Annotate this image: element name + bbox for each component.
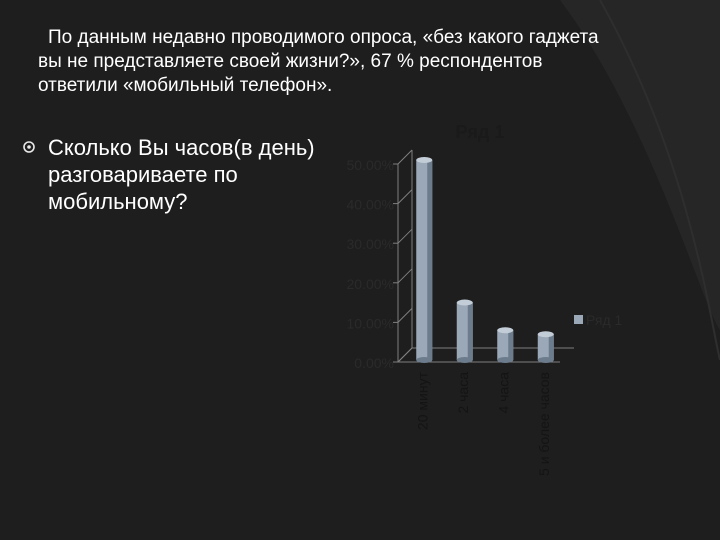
- y-tick-label: 30.00%: [347, 236, 394, 252]
- y-tick-label: 20.00%: [347, 276, 394, 292]
- y-tick-mark: [397, 268, 413, 284]
- y-tick-mark: [397, 308, 413, 323]
- axis-depth-line: [397, 347, 413, 363]
- bar-cap: [456, 299, 473, 306]
- bar: [456, 299, 473, 363]
- chart-legend: Ряд 1: [574, 312, 623, 328]
- legend-swatch: [574, 315, 583, 324]
- x-tick-label: 2 часа: [455, 372, 471, 414]
- bar-cap: [416, 157, 433, 163]
- y-axis-ticks: 0.00% 10.00% 20.00% 30.00% 40.00% 50.00%: [347, 149, 413, 371]
- x-tick-label: 20 минут: [414, 371, 430, 430]
- bar-shade: [467, 302, 473, 360]
- chart-title: Ряд 1: [456, 122, 505, 142]
- legend-label: Ряд 1: [586, 312, 623, 328]
- x-axis-labels: 20 минут 2 часа 4 часа 5 и более часов: [414, 371, 552, 476]
- bar-shade: [427, 160, 433, 360]
- bar: [497, 327, 514, 363]
- y-tick-mark: [397, 149, 413, 165]
- bar: [416, 157, 433, 363]
- hollow-circle-bullet-icon: [22, 140, 36, 154]
- x-tick-label: 4 часа: [495, 372, 511, 414]
- bar-shade: [508, 330, 514, 360]
- chart-bars: [416, 157, 554, 363]
- x-tick-label: 5 и более часов: [536, 372, 552, 476]
- y-tick-label: 0.00%: [354, 355, 394, 371]
- bullet-question: Сколько Вы часов(в день) разговариваете …: [48, 135, 315, 214]
- bar-base: [537, 357, 554, 363]
- bar-cap: [537, 331, 554, 338]
- bar: [537, 331, 554, 363]
- bar-cap: [497, 327, 514, 334]
- y-tick-label: 40.00%: [347, 197, 394, 213]
- bar-base: [416, 357, 433, 363]
- intro-paragraph: По данным недавно проводимого опроса, «б…: [38, 27, 599, 96]
- bar-base: [497, 357, 514, 363]
- bar-shade: [548, 334, 554, 360]
- y-tick-label: 50.00%: [347, 157, 394, 173]
- y-tick-mark: [397, 189, 413, 204]
- y-tick-mark: [397, 228, 413, 244]
- bar-base: [456, 357, 473, 363]
- y-tick-label: 10.00%: [347, 315, 394, 331]
